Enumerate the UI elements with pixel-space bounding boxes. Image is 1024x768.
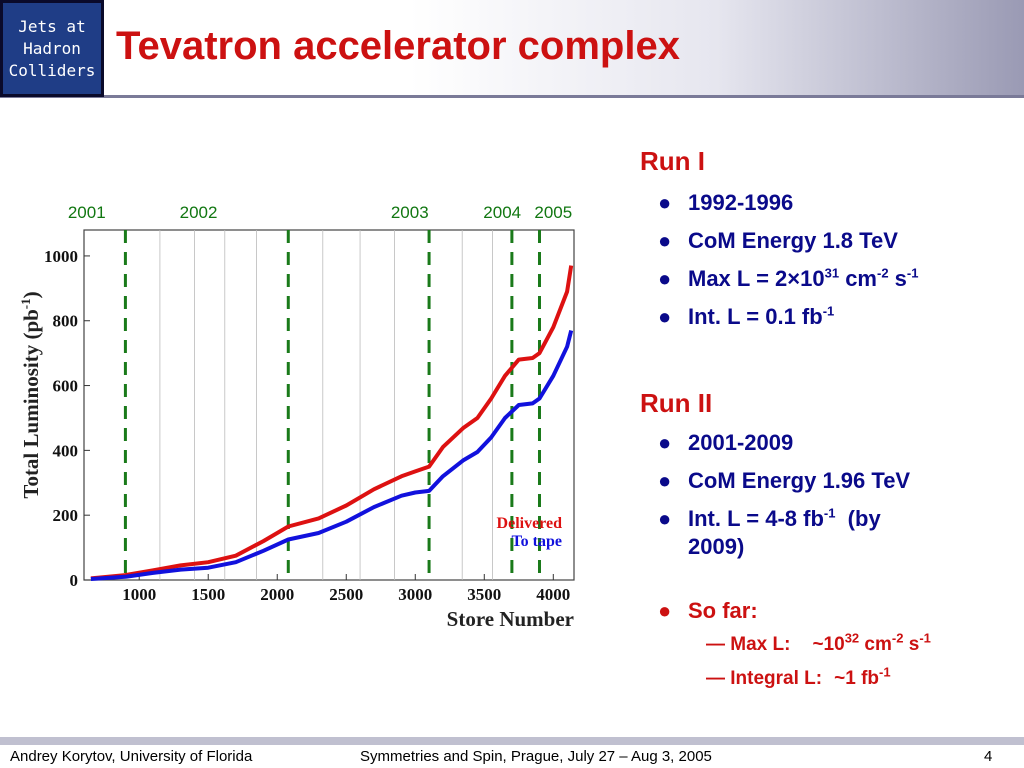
bullet-icon: ●	[658, 304, 672, 329]
run1-energy: CoM Energy 1.8 TeV	[688, 228, 898, 253]
run1-maxl: Max L = 2×1031 cm-2 s-1	[688, 265, 919, 291]
bullet-icon: ●	[658, 468, 672, 493]
year-label: 2001	[68, 203, 106, 222]
footer-page-number: 4	[984, 748, 993, 765]
y-tick-label: 600	[53, 377, 79, 396]
header-bar	[0, 0, 1024, 97]
bullet-icon: ●	[658, 430, 672, 455]
legend-to-tape: To tape	[511, 533, 562, 550]
y-tick-label: 800	[53, 312, 79, 331]
year-label: 2004	[483, 203, 521, 222]
bullet-icon: ●	[658, 598, 672, 623]
run1-years: 1992-1996	[688, 190, 794, 215]
run2-years: 2001-2009	[688, 430, 794, 455]
legend-delivered: Delivered	[497, 515, 563, 532]
x-tick-label: 4000	[536, 585, 570, 604]
y-axis-label: Total Luminosity (pb-1)	[18, 291, 43, 498]
x-tick-label: 3000	[398, 585, 432, 604]
y-tick-label: 400	[53, 441, 79, 460]
header-divider	[0, 95, 1024, 98]
bullet-icon: ●	[658, 506, 672, 531]
so-far-intl: — Integral L: ~1 fb-1	[706, 664, 891, 689]
y-tick-label: 0	[70, 571, 79, 590]
series-line-delivered	[90, 265, 574, 581]
run1-intl: Int. L = 0.1 fb-1	[688, 303, 835, 329]
run2-intl-line2: 2009)	[688, 534, 745, 559]
year-label: 2002	[180, 203, 218, 222]
series-line-to-tape	[90, 330, 574, 581]
logo-box: Jets at Hadron Colliders	[0, 0, 104, 97]
so-far-maxl: — Max L: ~1032 cm-2 s-1	[706, 630, 931, 655]
x-tick-label: 1000	[122, 585, 156, 604]
footer-divider	[0, 737, 1024, 745]
so-far-label: So far:	[688, 598, 758, 623]
run2-intl: Int. L = 4-8 fb-1 (by	[688, 505, 881, 531]
year-label: 2005	[534, 203, 572, 222]
bullet-icon: ●	[658, 266, 672, 291]
x-tick-label: 3500	[467, 585, 501, 604]
x-tick-label: 2500	[329, 585, 363, 604]
x-axis-label: Store Number	[447, 607, 574, 631]
logo-text: Jets at Hadron Colliders	[8, 16, 96, 80]
run2-energy: CoM Energy 1.96 TeV	[688, 468, 911, 493]
luminosity-chart: 0 200 400 600 800 1000 1000 1500 2000 2500 3000 350…	[18, 203, 575, 631]
bullet-icon: ●	[658, 228, 672, 253]
slide-title: Tevatron accelerator complex	[116, 24, 680, 68]
run2-heading: Run II	[640, 388, 713, 418]
x-tick-label: 2000	[260, 585, 294, 604]
bullet-icon: ●	[658, 190, 672, 215]
footer-author: Andrey Korytov, University of Florida	[10, 748, 253, 765]
y-tick-label: 200	[53, 506, 79, 525]
year-label: 2003	[391, 203, 429, 222]
footer-conference: Symmetries and Spin, Prague, July 27 – A…	[360, 748, 712, 765]
run1-heading: Run I	[640, 146, 705, 176]
x-tick-label: 1500	[191, 585, 225, 604]
y-tick-label: 1000	[44, 247, 78, 266]
